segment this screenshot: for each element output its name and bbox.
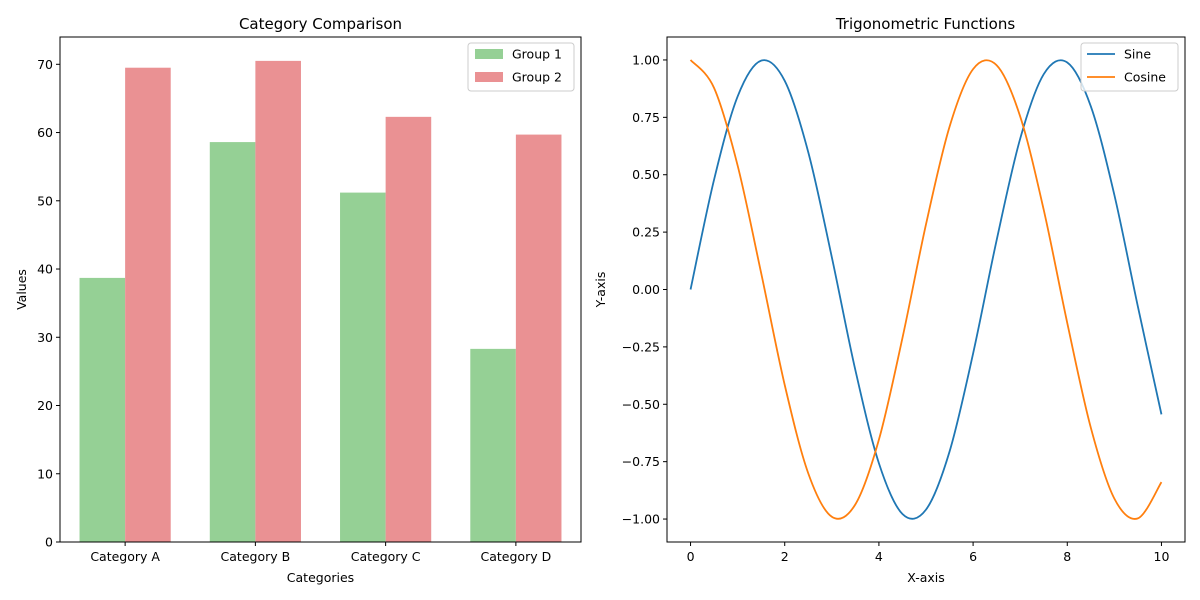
bar-chart-y-label: Values [14, 269, 29, 310]
line-chart-frame [666, 36, 1186, 543]
series-line-sine [689, 59, 1163, 520]
bar-y-tick-label: 30 [37, 330, 53, 345]
legend-swatch-group-1 [475, 49, 503, 59]
line-x-tick-label: 2 [781, 549, 789, 564]
series-line-cosine [689, 59, 1163, 520]
line-x-tick-label: 6 [969, 549, 977, 564]
line-chart-y-label: Y-axis [593, 272, 608, 309]
bar-y-tick-label: 10 [37, 466, 53, 481]
bar-group-1-category-a [79, 277, 126, 542]
bar-chart-frame [59, 36, 582, 543]
bar-group-1-category-c [340, 192, 386, 542]
bar-chart-panel: Category Comparison 0 10 20 30 40 50 60 70 Cate… [14, 15, 582, 585]
bar-x-tick-label: Category A [90, 549, 160, 564]
line-y-tick-label: 0.00 [632, 282, 660, 297]
line-y-tick-label: −0.25 [622, 339, 660, 354]
line-y-tick-label: −1.00 [622, 512, 660, 527]
bar-chart-x-label: Categories [287, 570, 354, 585]
legend-label-group-2: Group 2 [512, 70, 562, 85]
line-chart-x-ticks: 0 2 4 6 8 10 [687, 542, 1170, 564]
line-y-tick-label: −0.75 [622, 454, 660, 469]
bar-group-1-category-b [209, 142, 256, 542]
line-y-tick-label: 1.00 [632, 52, 660, 67]
bar-y-tick-label: 40 [37, 262, 53, 277]
bar-chart-marks [79, 60, 562, 543]
bar-y-tick-label: 50 [37, 193, 53, 208]
bar-y-tick-label: 20 [37, 398, 53, 413]
bar-chart-legend: Group 1 Group 2 [467, 42, 575, 92]
legend-swatch-group-2 [475, 72, 503, 82]
bar-chart-title: Category Comparison [239, 15, 402, 33]
bar-y-tick-label: 60 [37, 125, 53, 140]
line-x-tick-label: 4 [875, 549, 883, 564]
bar-group-2-category-d [515, 134, 562, 543]
bar-group-2-category-a [125, 67, 171, 542]
bar-chart-x-ticks: Category A Category B Category C Category D [90, 542, 551, 564]
legend-label-sine: Sine [1124, 47, 1151, 62]
line-y-tick-label: 0.50 [632, 167, 660, 182]
line-chart-title: Trigonometric Functions [835, 15, 1016, 33]
bar-x-tick-label: Category D [481, 549, 552, 564]
line-x-tick-label: 0 [687, 549, 695, 564]
bar-y-tick-label: 0 [45, 535, 53, 550]
line-chart-legend: Sine Cosine [1080, 42, 1179, 92]
bar-chart-y-ticks: 0 10 20 30 40 50 60 70 [37, 57, 60, 550]
bar-y-tick-label: 70 [37, 57, 53, 72]
legend-label-group-1: Group 1 [512, 47, 562, 62]
line-y-tick-label: 0.25 [632, 225, 660, 240]
line-x-tick-label: 8 [1063, 549, 1071, 564]
bar-group-2-category-c [385, 116, 432, 542]
legend-label-cosine: Cosine [1124, 70, 1166, 85]
bar-group-1-category-d [470, 348, 516, 542]
line-chart-panel: Trigonometric Functions 1.00 0.75 0.50 0.25… [593, 15, 1186, 585]
line-chart-y-ticks: 1.00 0.75 0.50 0.25 0.00 −0.25 −0.50 −0.75 −1.00 [622, 52, 667, 527]
line-chart-x-label: X-axis [907, 570, 945, 585]
line-y-tick-label: 0.75 [632, 110, 660, 125]
line-y-tick-label: −0.50 [622, 397, 660, 412]
line-legend-box [1080, 42, 1179, 92]
bar-x-tick-label: Category B [221, 549, 291, 564]
line-x-tick-label: 10 [1154, 549, 1170, 564]
bar-group-2-category-b [255, 60, 301, 543]
bar-x-tick-label: Category C [351, 549, 421, 564]
line-chart-marks [689, 59, 1163, 520]
